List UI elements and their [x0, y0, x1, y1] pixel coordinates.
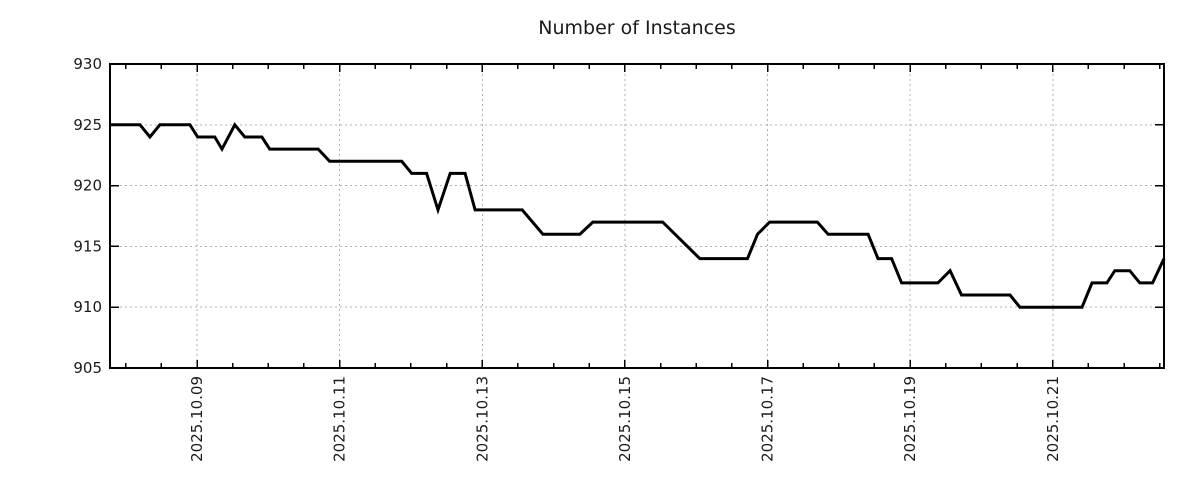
x-tick-label: 2025.10.11 [331, 376, 349, 462]
x-tick-label: 2025.10.19 [901, 376, 919, 462]
instances-series-line [110, 122, 1166, 309]
axis-ticks [110, 63, 1164, 369]
chart-title: Number of Instances [538, 17, 735, 39]
y-tick-label: 910 [73, 298, 102, 316]
plot-border [109, 63, 1165, 369]
x-tick-label: 2025.10.13 [473, 376, 491, 462]
grid-lines [110, 64, 1164, 368]
y-tick-label: 920 [73, 177, 102, 195]
axis-tick-labels: 905 910 915 920 925 930 2025.10.09 2025.10.11 20… [73, 55, 1061, 462]
y-tick-label: 930 [73, 55, 102, 73]
y-tick-label: 925 [73, 116, 102, 134]
x-tick-label: 2025.10.21 [1044, 376, 1062, 462]
y-tick-label: 915 [73, 237, 102, 255]
x-tick-label: 2025.10.15 [616, 376, 634, 462]
x-tick-label: 2025.10.17 [759, 376, 777, 462]
y-tick-label: 905 [73, 359, 102, 377]
x-tick-label: 2025.10.09 [188, 376, 206, 462]
